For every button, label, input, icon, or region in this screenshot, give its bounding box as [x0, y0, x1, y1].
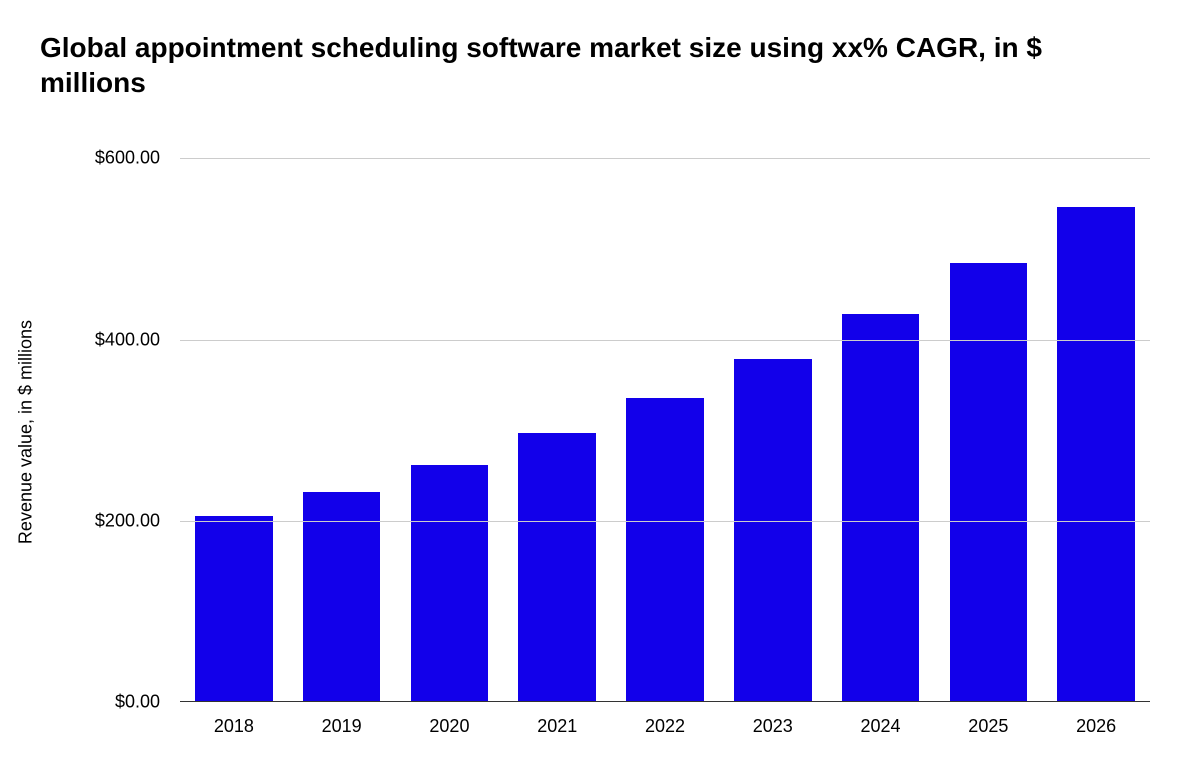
chart-area: Revenue value, in $ millions $0.00$200.0… — [40, 112, 1160, 752]
x-tick-label: 2025 — [968, 716, 1008, 737]
y-axis-label: Revenue value, in $ millions — [16, 320, 37, 544]
y-tick-label: $200.00 — [95, 510, 160, 531]
x-axis-line — [180, 701, 1150, 702]
bar — [518, 433, 596, 702]
y-axis-ticks: $0.00$200.00$400.00$600.00 — [40, 122, 170, 702]
x-tick-label: 2018 — [214, 716, 254, 737]
bar — [734, 359, 812, 702]
bar — [411, 465, 489, 702]
bar — [626, 398, 704, 702]
bar — [195, 516, 273, 702]
y-tick-label: $600.00 — [95, 148, 160, 169]
bar — [950, 263, 1028, 702]
bar — [1057, 207, 1135, 702]
x-tick-label: 2020 — [429, 716, 469, 737]
gridline — [180, 158, 1150, 159]
x-tick-label: 2022 — [645, 716, 685, 737]
x-tick-label: 2026 — [1076, 716, 1116, 737]
y-tick-label: $400.00 — [95, 329, 160, 350]
chart-title: Global appointment scheduling software m… — [40, 30, 1140, 100]
y-tick-label: $0.00 — [115, 692, 160, 713]
gridline — [180, 340, 1150, 341]
x-tick-label: 2024 — [861, 716, 901, 737]
bar — [842, 314, 920, 702]
chart-container: Global appointment scheduling software m… — [0, 0, 1200, 778]
gridline — [180, 521, 1150, 522]
bar — [303, 492, 381, 702]
x-tick-label: 2019 — [322, 716, 362, 737]
plot-area — [180, 122, 1150, 702]
x-tick-label: 2021 — [537, 716, 577, 737]
bars-group — [180, 122, 1150, 702]
x-axis-ticks: 2018 2019 2020 2021 2022 2023 2024 2025 2026 — [180, 704, 1150, 752]
x-tick-label: 2023 — [753, 716, 793, 737]
